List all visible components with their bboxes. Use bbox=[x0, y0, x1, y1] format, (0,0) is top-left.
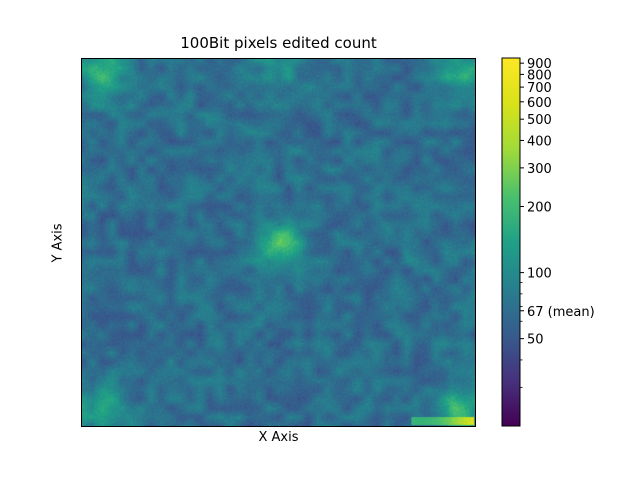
colorbar-tick-label: 600 bbox=[527, 96, 552, 111]
colorbar-tick-label: 400 bbox=[527, 134, 552, 149]
colorbar-tick-label: 700 bbox=[527, 81, 552, 96]
colorbar-tick-label: 500 bbox=[527, 113, 552, 128]
colorbar-tick-label: 300 bbox=[527, 162, 552, 177]
colorbar-tick-label: 900 bbox=[527, 57, 552, 72]
colorbar-tick-label: 200 bbox=[527, 201, 552, 216]
heatmap-plot bbox=[81, 58, 476, 427]
x-axis-label: X Axis bbox=[258, 430, 299, 445]
chart-title: 100Bit pixels edited count bbox=[180, 34, 377, 52]
y-axis-label: Y Axis bbox=[50, 223, 66, 263]
colorbar-tick-label: 67 (mean) bbox=[527, 305, 595, 320]
colorbar-tick-label: 50 bbox=[527, 333, 544, 348]
colorbar-tick-label: 800 bbox=[527, 68, 552, 83]
colorbar-tick-label: 100 bbox=[527, 267, 552, 282]
colorbar-gradient bbox=[501, 57, 521, 427]
